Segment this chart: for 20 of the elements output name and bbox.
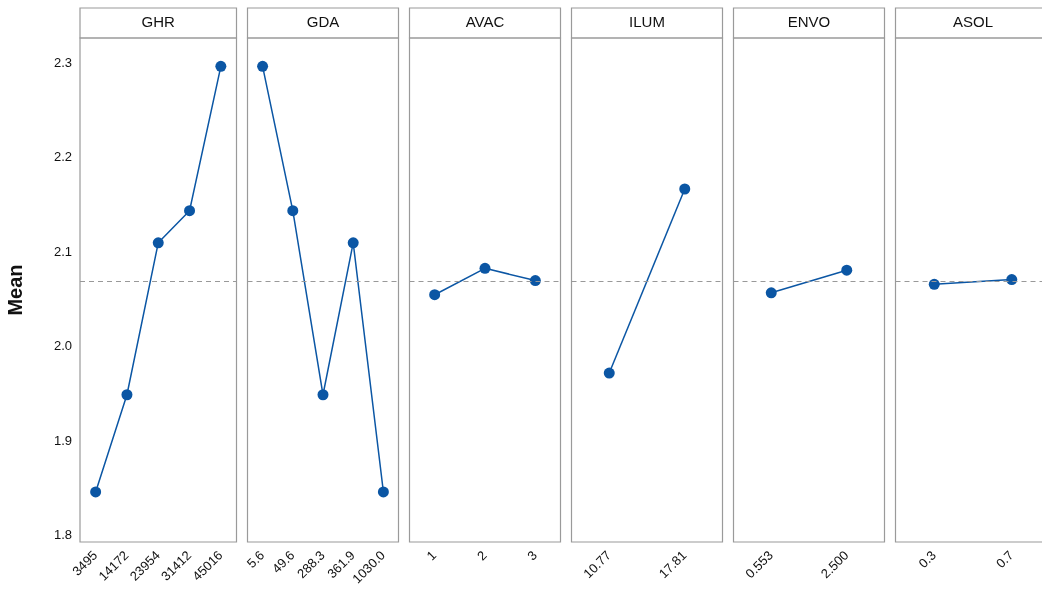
y-tick-label: 2.1 (53, 243, 72, 259)
chart-title: AVAC (465, 13, 505, 31)
y-tick-label: 2.2 (53, 149, 72, 165)
chart-title: GDA (306, 13, 340, 31)
y-tick-label: 1.8 (53, 526, 72, 542)
y-tick-label: 1.9 (53, 432, 72, 448)
chart-title: ASOL (952, 13, 994, 31)
x-tick-label: 49.6 (268, 547, 298, 577)
chart-title: ILUM (629, 13, 665, 31)
chart-title: ENVO (787, 13, 831, 31)
x-tick-label: 5.6 (243, 547, 268, 571)
x-tick-label: 3 (524, 547, 540, 564)
y-axis-title: Mean (3, 264, 26, 316)
x-tick-label: 2 (473, 547, 490, 564)
x-tick-label: 1 (423, 547, 440, 564)
y-tick-label: 2.3 (53, 55, 72, 71)
x-tick-label: 0.3 (915, 547, 939, 571)
chart-title: GHR (141, 13, 176, 31)
x-tick-label: 0.7 (993, 547, 1017, 571)
y-tick-label: 2.0 (53, 338, 72, 354)
